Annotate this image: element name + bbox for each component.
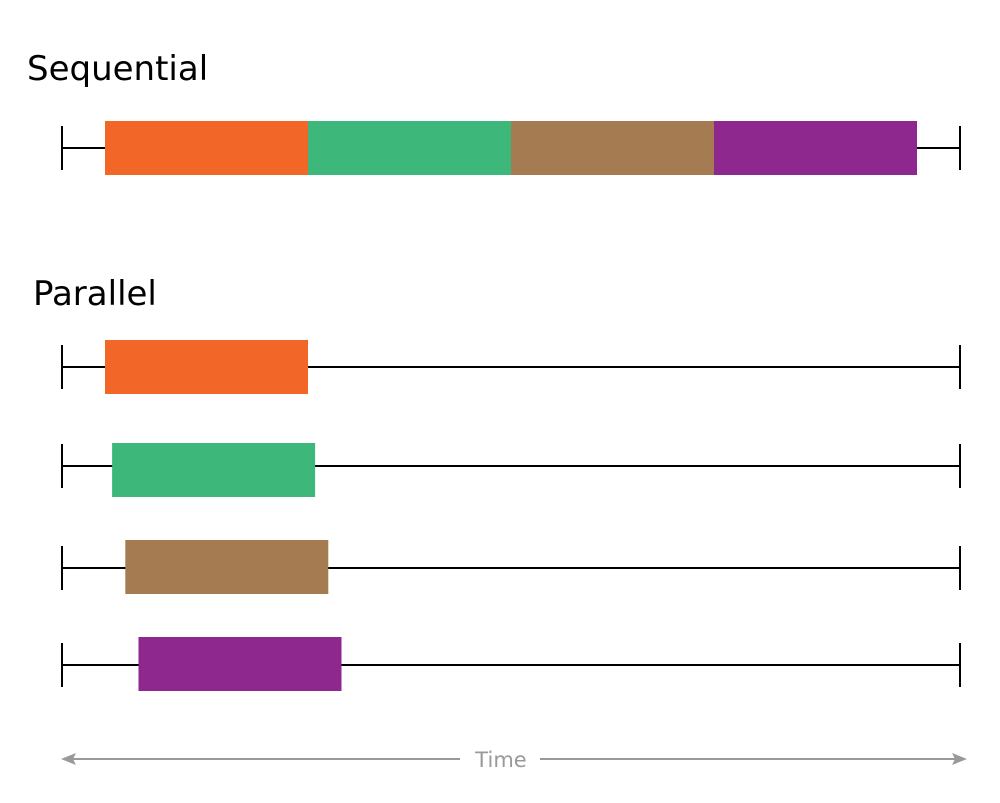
parallel-timeline-3 [61,540,961,594]
time-axis-arrow-right [952,753,967,765]
sequential-task-bar-1 [105,121,308,175]
sequential-task-bar-2 [308,121,511,175]
parallel-timeline-4 [61,637,961,691]
sequential-timeline [61,121,961,175]
parallel-title: Parallel [33,274,157,314]
sequential-title: Sequential [27,49,209,89]
parallel-timelines [61,340,961,691]
parallel-timeline-1 [61,340,961,394]
parallel-task-bar-3 [125,540,329,594]
time-axis: Time [61,748,967,772]
parallel-task-bar-4 [138,637,342,691]
parallel-task-bar-1 [105,340,308,394]
parallel-timeline-2 [61,443,961,497]
time-axis-label: Time [474,748,526,772]
sequential-task-bar-3 [511,121,714,175]
parallel-task-bar-2 [112,443,316,497]
sequential-task-bar-4 [714,121,917,175]
time-axis-arrow-left [61,753,76,765]
